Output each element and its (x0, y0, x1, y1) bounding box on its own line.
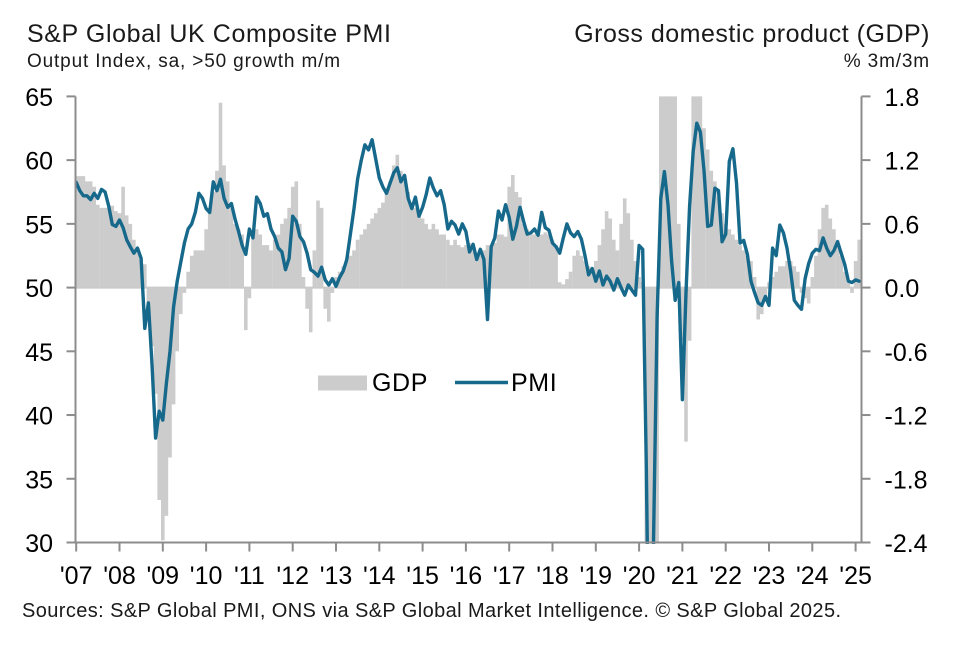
svg-text:'24: '24 (796, 562, 829, 590)
svg-text:'11: '11 (234, 562, 265, 590)
svg-text:GDP: GDP (372, 369, 428, 397)
svg-text:Output Index, sa, >50 growth m: Output Index, sa, >50 growth m/m (27, 51, 341, 72)
svg-text:1.8: 1.8 (885, 84, 920, 112)
svg-text:0.0: 0.0 (885, 275, 920, 303)
svg-text:Gross domestic product (GDP): Gross domestic product (GDP) (574, 20, 930, 48)
svg-text:40: 40 (25, 403, 53, 431)
svg-text:S&P Global UK Composite PMI: S&P Global UK Composite PMI (27, 20, 392, 48)
svg-text:'16: '16 (450, 562, 483, 590)
svg-text:'14: '14 (363, 562, 396, 590)
svg-text:65: 65 (25, 84, 53, 112)
svg-text:Sources: S&P Global PMI, ONS v: Sources: S&P Global PMI, ONS via S&P Glo… (22, 600, 841, 622)
svg-text:'12: '12 (276, 562, 309, 590)
svg-text:% 3m/3m: % 3m/3m (844, 51, 930, 72)
svg-text:'22: '22 (709, 562, 742, 590)
svg-text:'17: '17 (493, 562, 526, 590)
svg-text:'20: '20 (623, 562, 656, 590)
svg-text:'07: '07 (60, 562, 93, 590)
svg-text:'21: '21 (666, 562, 699, 590)
svg-text:45: 45 (25, 339, 53, 367)
svg-text:35: 35 (25, 466, 53, 494)
svg-text:-2.4: -2.4 (885, 530, 928, 558)
svg-text:30: 30 (25, 530, 53, 558)
svg-text:'13: '13 (320, 562, 353, 590)
svg-text:-1.2: -1.2 (885, 403, 928, 431)
svg-text:'18: '18 (536, 562, 569, 590)
svg-text:'08: '08 (103, 562, 136, 590)
svg-text:60: 60 (25, 148, 53, 176)
svg-text:'23: '23 (753, 562, 786, 590)
svg-text:-1.8: -1.8 (885, 466, 928, 494)
svg-text:'25: '25 (839, 562, 872, 590)
svg-text:'19: '19 (580, 562, 613, 590)
svg-text:'10: '10 (190, 562, 223, 590)
svg-text:1.2: 1.2 (885, 148, 920, 176)
svg-text:55: 55 (25, 211, 53, 239)
svg-text:-0.6: -0.6 (885, 339, 928, 367)
svg-text:50: 50 (25, 275, 53, 303)
svg-text:0.6: 0.6 (885, 211, 920, 239)
svg-text:'15: '15 (406, 562, 439, 590)
svg-text:'09: '09 (147, 562, 180, 590)
svg-text:PMI: PMI (511, 369, 557, 397)
